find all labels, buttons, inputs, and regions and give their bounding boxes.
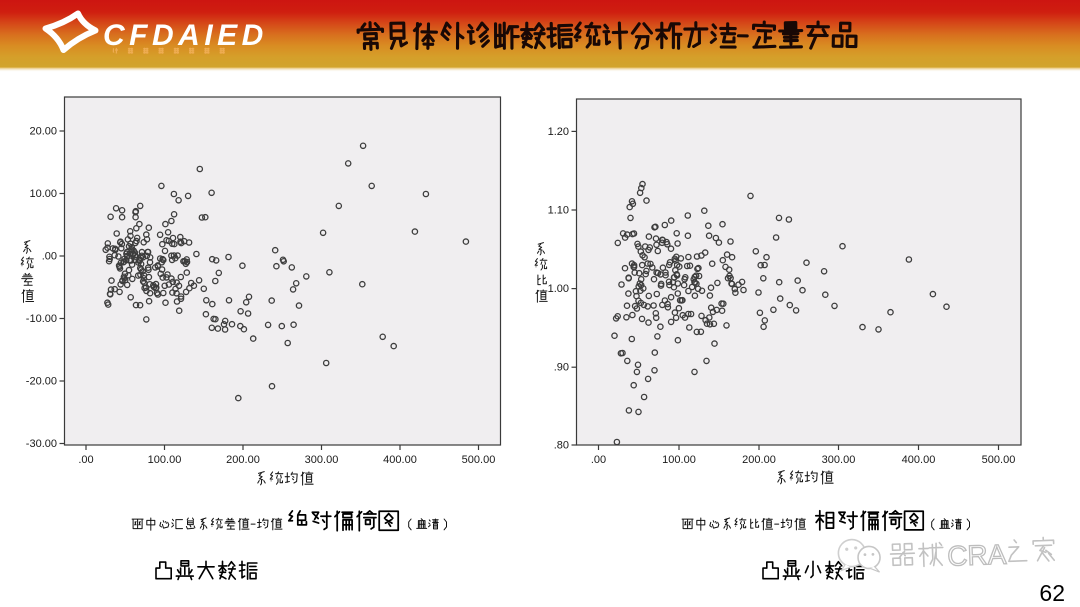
svg-text:300.00: 300.00 [822, 454, 856, 466]
svg-text:-30.00: -30.00 [26, 438, 57, 450]
svg-text:100.00: 100.00 [662, 454, 696, 466]
svg-text:.00: .00 [78, 454, 93, 466]
svg-text:500.00: 500.00 [982, 454, 1016, 466]
svg-text:1.20: 1.20 [548, 126, 569, 138]
svg-text:400.00: 400.00 [383, 454, 417, 466]
svg-text:200.00: 200.00 [742, 454, 776, 466]
svg-text:10.00: 10.00 [29, 188, 57, 200]
svg-text:200.00: 200.00 [226, 454, 260, 466]
svg-text:.00: .00 [591, 454, 606, 466]
svg-text:-20.00: -20.00 [26, 376, 57, 388]
svg-text:CFDAIED: CFDAIED [103, 19, 268, 52]
svg-text:20.00: 20.00 [29, 126, 57, 138]
svg-text:400.00: 400.00 [902, 454, 936, 466]
svg-text:.00: .00 [42, 251, 57, 263]
svg-text:300.00: 300.00 [305, 454, 339, 466]
svg-text:100.00: 100.00 [148, 454, 182, 466]
svg-text:.80: .80 [554, 440, 569, 452]
svg-text:.90: .90 [554, 362, 569, 374]
svg-text:500.00: 500.00 [462, 454, 496, 466]
svg-text:1.10: 1.10 [548, 205, 569, 217]
svg-text:-10.00: -10.00 [26, 313, 57, 325]
svg-text:CRA: CRA [947, 539, 1007, 572]
svg-text:1.00: 1.00 [548, 283, 569, 295]
